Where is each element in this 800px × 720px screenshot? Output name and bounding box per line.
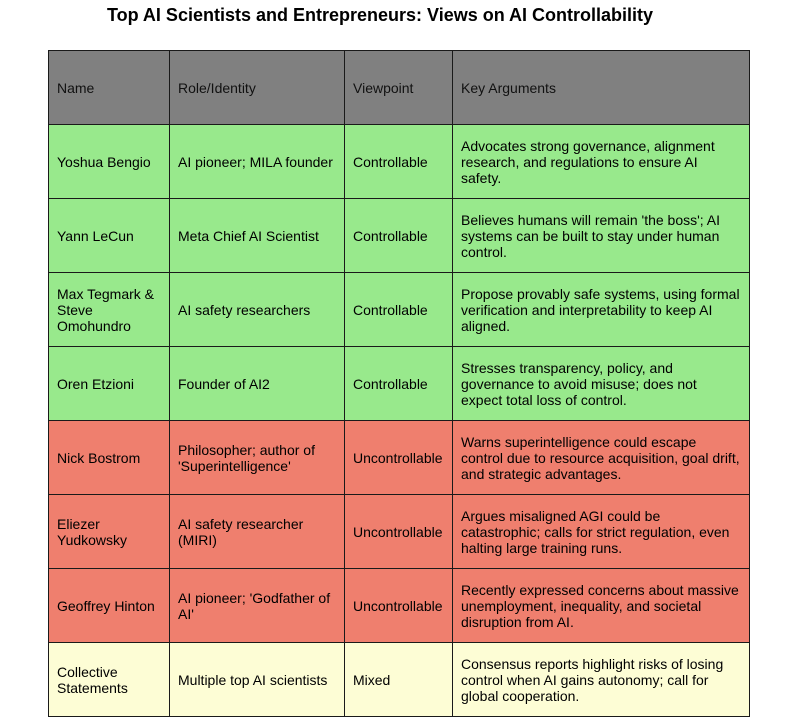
role-cell: Meta Chief AI Scientist xyxy=(169,198,345,273)
arguments-cell: Warns superintelligence could escape con… xyxy=(452,420,750,495)
table-row: Eliezer Yudkowsky AI safety researcher (… xyxy=(48,494,750,569)
column-header-name: Name xyxy=(48,50,170,125)
role-cell: Philosopher; author of 'Superintelligenc… xyxy=(169,420,345,495)
table-row: Yann LeCun Meta Chief AI Scientist Contr… xyxy=(48,198,750,273)
arguments-cell: Stresses transparency, policy, and gover… xyxy=(452,346,750,421)
arguments-cell: Propose provably safe systems, using for… xyxy=(452,272,750,347)
page-title: Top AI Scientists and Entrepreneurs: Vie… xyxy=(106,5,654,25)
arguments-cell: Recently expressed concerns about massiv… xyxy=(452,568,750,643)
table-header-row: Name Role/Identity Viewpoint Key Argumen… xyxy=(48,50,750,125)
table-row: Max Tegmark & Steve Omohundro AI safety … xyxy=(48,272,750,347)
viewpoint-cell: Uncontrollable xyxy=(344,420,453,495)
column-header-arguments: Key Arguments xyxy=(452,50,750,125)
viewpoint-cell: Uncontrollable xyxy=(344,494,453,569)
name-cell: Yann LeCun xyxy=(48,198,170,273)
viewpoint-cell: Mixed xyxy=(344,642,453,717)
role-cell: Founder of AI2 xyxy=(169,346,345,421)
name-cell: Nick Bostrom xyxy=(48,420,170,495)
name-cell: Oren Etzioni xyxy=(48,346,170,421)
role-cell: Multiple top AI scientists xyxy=(169,642,345,717)
role-cell: AI safety researchers xyxy=(169,272,345,347)
role-cell: AI pioneer; 'Godfather of AI' xyxy=(169,568,345,643)
arguments-cell: Advocates strong governance, alignment r… xyxy=(452,124,750,199)
table-row: Collective Statements Multiple top AI sc… xyxy=(48,642,750,717)
name-cell: Collective Statements xyxy=(48,642,170,717)
viewpoints-table: Name Role/Identity Viewpoint Key Argumen… xyxy=(48,50,750,717)
viewpoint-cell: Uncontrollable xyxy=(344,568,453,643)
table-row: Oren Etzioni Founder of AI2 Controllable… xyxy=(48,346,750,421)
role-cell: AI safety researcher (MIRI) xyxy=(169,494,345,569)
arguments-cell: Believes humans will remain 'the boss'; … xyxy=(452,198,750,273)
name-cell: Geoffrey Hinton xyxy=(48,568,170,643)
name-cell: Max Tegmark & Steve Omohundro xyxy=(48,272,170,347)
viewpoint-cell: Controllable xyxy=(344,272,453,347)
column-header-role: Role/Identity xyxy=(169,50,345,125)
name-cell: Eliezer Yudkowsky xyxy=(48,494,170,569)
role-cell: AI pioneer; MILA founder xyxy=(169,124,345,199)
table-row: Nick Bostrom Philosopher; author of 'Sup… xyxy=(48,420,750,495)
viewpoint-cell: Controllable xyxy=(344,346,453,421)
arguments-cell: Argues misaligned AGI could be catastrop… xyxy=(452,494,750,569)
column-header-viewpoint: Viewpoint xyxy=(344,50,453,125)
table-row: Geoffrey Hinton AI pioneer; 'Godfather o… xyxy=(48,568,750,643)
viewpoint-cell: Controllable xyxy=(344,124,453,199)
viewpoint-cell: Controllable xyxy=(344,198,453,273)
name-cell: Yoshua Bengio xyxy=(48,124,170,199)
arguments-cell: Consensus reports highlight risks of los… xyxy=(452,642,750,717)
table-row: Yoshua Bengio AI pioneer; MILA founder C… xyxy=(48,124,750,199)
